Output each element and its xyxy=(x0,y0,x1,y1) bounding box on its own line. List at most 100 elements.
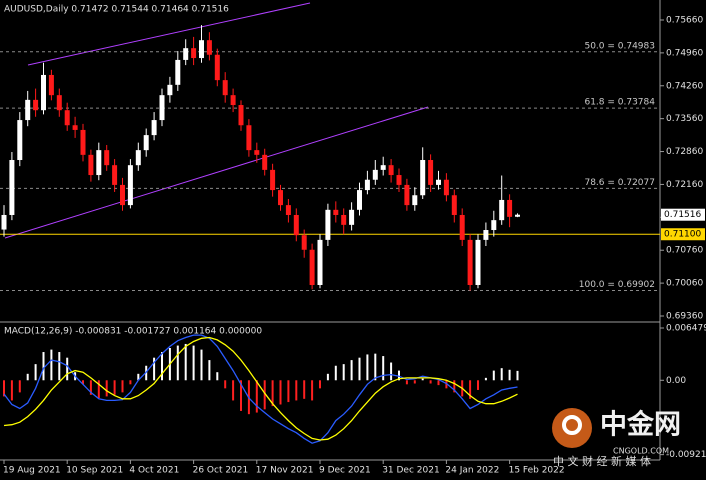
histogram-bar xyxy=(137,373,140,381)
histogram-bar xyxy=(34,364,37,381)
indicator-title: MACD(12,26,9) -0.000831 -0.001727 0.0011… xyxy=(4,327,262,337)
indicator-line xyxy=(3,336,518,441)
histogram-bar xyxy=(271,380,274,407)
histogram-bar xyxy=(421,378,424,381)
histogram-bar xyxy=(121,380,124,393)
candle-body xyxy=(175,59,181,85)
histogram-bar xyxy=(437,380,440,386)
candle-body xyxy=(64,110,70,126)
histogram-bar xyxy=(192,345,195,381)
watermark-slogan: 中 文 财 经 新 媒 体 xyxy=(553,454,651,468)
logo-circle xyxy=(552,408,592,448)
candle-body xyxy=(309,249,315,285)
candle-body xyxy=(507,199,513,217)
x-tick-label: 17 Nov 2021 xyxy=(256,466,314,476)
x-tick-label: 24 Jan 2022 xyxy=(445,466,499,476)
y-tick-label: 0.74260 xyxy=(666,81,703,91)
candle-body xyxy=(159,95,165,121)
histogram-bar xyxy=(311,380,314,401)
histogram-bar xyxy=(184,343,187,381)
y-tick-label: 0.70760 xyxy=(666,246,703,256)
histogram-bar xyxy=(477,380,479,390)
candle-body xyxy=(515,214,520,217)
candle-body xyxy=(420,160,426,196)
hline-label-box xyxy=(661,228,705,241)
histogram-bar xyxy=(366,354,369,381)
candle-body xyxy=(167,84,173,96)
candle-body xyxy=(491,220,497,231)
histogram-bar xyxy=(18,380,21,393)
histogram-bar xyxy=(26,373,29,381)
logo-swirl xyxy=(562,415,582,435)
candle-body xyxy=(357,190,362,210)
histogram-bar xyxy=(469,380,472,399)
candle-body xyxy=(404,184,410,206)
watermark-brand: 中金网 xyxy=(600,409,681,441)
histogram-bar xyxy=(390,362,393,381)
candle-body xyxy=(143,135,149,151)
candle-body xyxy=(104,150,110,166)
candle-body xyxy=(364,179,370,191)
y-tick-label: 0.69360 xyxy=(666,312,703,322)
fib-label: 78.6 = 0.72077 xyxy=(584,178,655,188)
candle-body xyxy=(33,99,39,111)
candle-body xyxy=(88,154,94,176)
histogram-bar xyxy=(350,360,353,381)
y-tick-label: 0.72160 xyxy=(666,180,703,190)
histogram-bar xyxy=(50,349,53,381)
candle-body xyxy=(483,230,489,240)
candle-body xyxy=(80,129,86,155)
candle-body xyxy=(120,184,125,206)
candle-body xyxy=(135,150,141,166)
histogram-bar xyxy=(129,380,132,385)
y-tick-label: 0.00 xyxy=(666,376,686,386)
histogram-bar xyxy=(208,360,211,381)
candle-body xyxy=(238,105,244,126)
marks: 0.75660 0.74960 0.74260 0.73560 0.72860 0.721… xyxy=(0,15,706,476)
histogram-bar xyxy=(303,380,306,399)
y-tick-label: 0.73560 xyxy=(666,114,703,124)
candle-body xyxy=(214,54,220,81)
histogram-bar xyxy=(413,380,416,384)
x-tick-label: 15 Feb 2022 xyxy=(509,466,565,476)
histogram-bar xyxy=(153,357,156,381)
histogram-bar xyxy=(326,373,329,381)
candle-body xyxy=(285,205,291,215)
histogram-bar xyxy=(453,380,456,393)
y-tick-label: 0.75660 xyxy=(666,15,703,25)
candle-body xyxy=(9,160,15,215)
histogram-bar xyxy=(240,380,242,411)
y-tick-label: -0.009215 xyxy=(666,450,706,460)
x-tick-label: 26 Oct 2021 xyxy=(193,466,249,476)
histogram-bar xyxy=(295,380,298,401)
candle-body xyxy=(380,165,386,170)
histogram-bar xyxy=(516,370,519,381)
candle-body xyxy=(72,125,78,130)
candle-body xyxy=(396,175,402,185)
histogram-bar xyxy=(113,380,116,395)
y-tick-label: 0.006479 xyxy=(666,323,706,333)
candle-body xyxy=(199,40,204,59)
candle-body xyxy=(56,95,62,111)
candle-body xyxy=(48,74,54,96)
histogram-bar xyxy=(263,380,266,410)
watermark-domain: CNGOLD.COM xyxy=(613,447,669,456)
trend-line xyxy=(27,2,311,66)
chart-title: AUDUSD,Daily 0.71472 0.71544 0.71464 0.7… xyxy=(4,5,229,15)
histogram-bar xyxy=(358,357,361,381)
candle-body xyxy=(278,190,283,206)
candle-body xyxy=(127,165,133,206)
candle-body xyxy=(96,150,102,176)
histogram-bar xyxy=(287,380,290,403)
candle-body xyxy=(301,235,307,250)
candle-body xyxy=(246,125,252,151)
candle-body xyxy=(293,214,299,236)
hline-label: 0.71100 xyxy=(664,230,701,240)
candle-body xyxy=(436,179,441,185)
histogram-bar xyxy=(232,380,235,401)
candle-body xyxy=(325,209,331,240)
candle-body xyxy=(222,80,228,96)
candle-body xyxy=(17,120,23,161)
